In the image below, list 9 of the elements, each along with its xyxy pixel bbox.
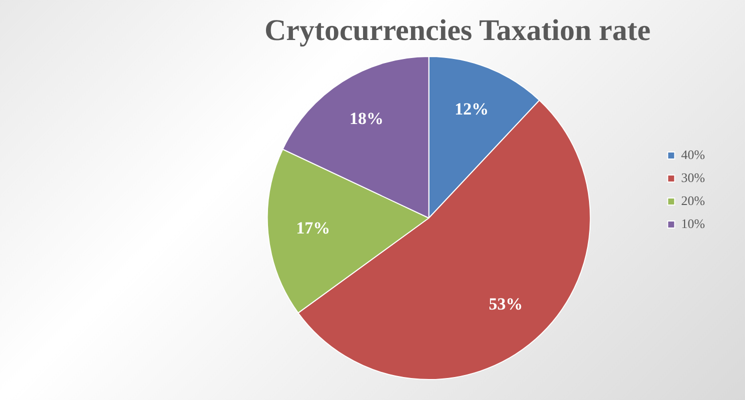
legend-label: 30% xyxy=(681,170,706,185)
data-label: 12% xyxy=(454,99,489,118)
legend-label: 20% xyxy=(681,192,706,208)
data-label: 18% xyxy=(350,109,384,128)
data-label: 53% xyxy=(488,294,523,314)
legend-label: 40% xyxy=(681,146,706,162)
data-label: 17% xyxy=(296,218,330,238)
legend-label: 10% xyxy=(681,216,706,231)
chart-title: Crytocurrencies Taxation rate xyxy=(264,14,651,47)
